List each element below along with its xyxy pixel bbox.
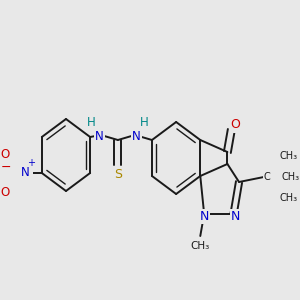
Text: O: O: [230, 118, 240, 131]
Text: CH₃: CH₃: [280, 193, 298, 203]
Text: S: S: [114, 169, 122, 182]
Text: N: N: [20, 167, 29, 179]
Text: H: H: [140, 116, 148, 130]
Text: C: C: [263, 172, 270, 182]
Text: CH₃: CH₃: [282, 172, 300, 182]
Text: H: H: [87, 116, 96, 130]
Text: N: N: [132, 130, 141, 143]
Text: O: O: [0, 185, 9, 199]
Text: CH₃: CH₃: [191, 241, 210, 251]
Text: −: −: [1, 160, 11, 173]
Text: N: N: [95, 130, 104, 143]
Text: CH₃: CH₃: [280, 151, 298, 161]
Text: N: N: [231, 209, 241, 223]
Text: +: +: [27, 158, 35, 168]
Text: N: N: [200, 209, 209, 223]
Text: O: O: [0, 148, 9, 160]
